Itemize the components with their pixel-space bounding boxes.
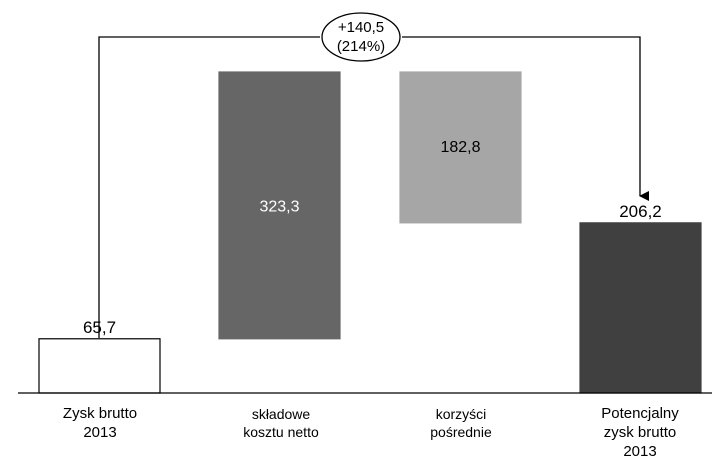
category-label-potencjalny-zysk: Potencjalny zysk brutto 2013 bbox=[601, 405, 679, 460]
annotation-line-1: +140,5 bbox=[338, 19, 384, 36]
data-label-potencjalny-zysk: 206,2 bbox=[619, 202, 662, 221]
bar-korzysci bbox=[399, 71, 522, 224]
annotation-bubble bbox=[321, 12, 401, 62]
category-label-korzysci: korzyści pośrednie bbox=[430, 406, 492, 440]
bar-potencjalny-zysk bbox=[579, 222, 702, 394]
arrow-connector bbox=[402, 36, 649, 201]
data-label-korzysci: 182,8 bbox=[440, 139, 480, 156]
bar-zysk-brutto bbox=[38, 338, 161, 394]
data-label-skladowe-kosztu: 323,3 bbox=[259, 198, 299, 215]
bracket-connector bbox=[98, 36, 320, 338]
bar-skladowe-kosztu bbox=[218, 71, 341, 340]
category-label-skladowe-kosztu: składowe kosztu netto bbox=[243, 406, 319, 440]
annotation-line-2: (214%) bbox=[337, 38, 385, 55]
category-label-zysk-brutto: Zysk brutto 2013 bbox=[62, 405, 138, 441]
